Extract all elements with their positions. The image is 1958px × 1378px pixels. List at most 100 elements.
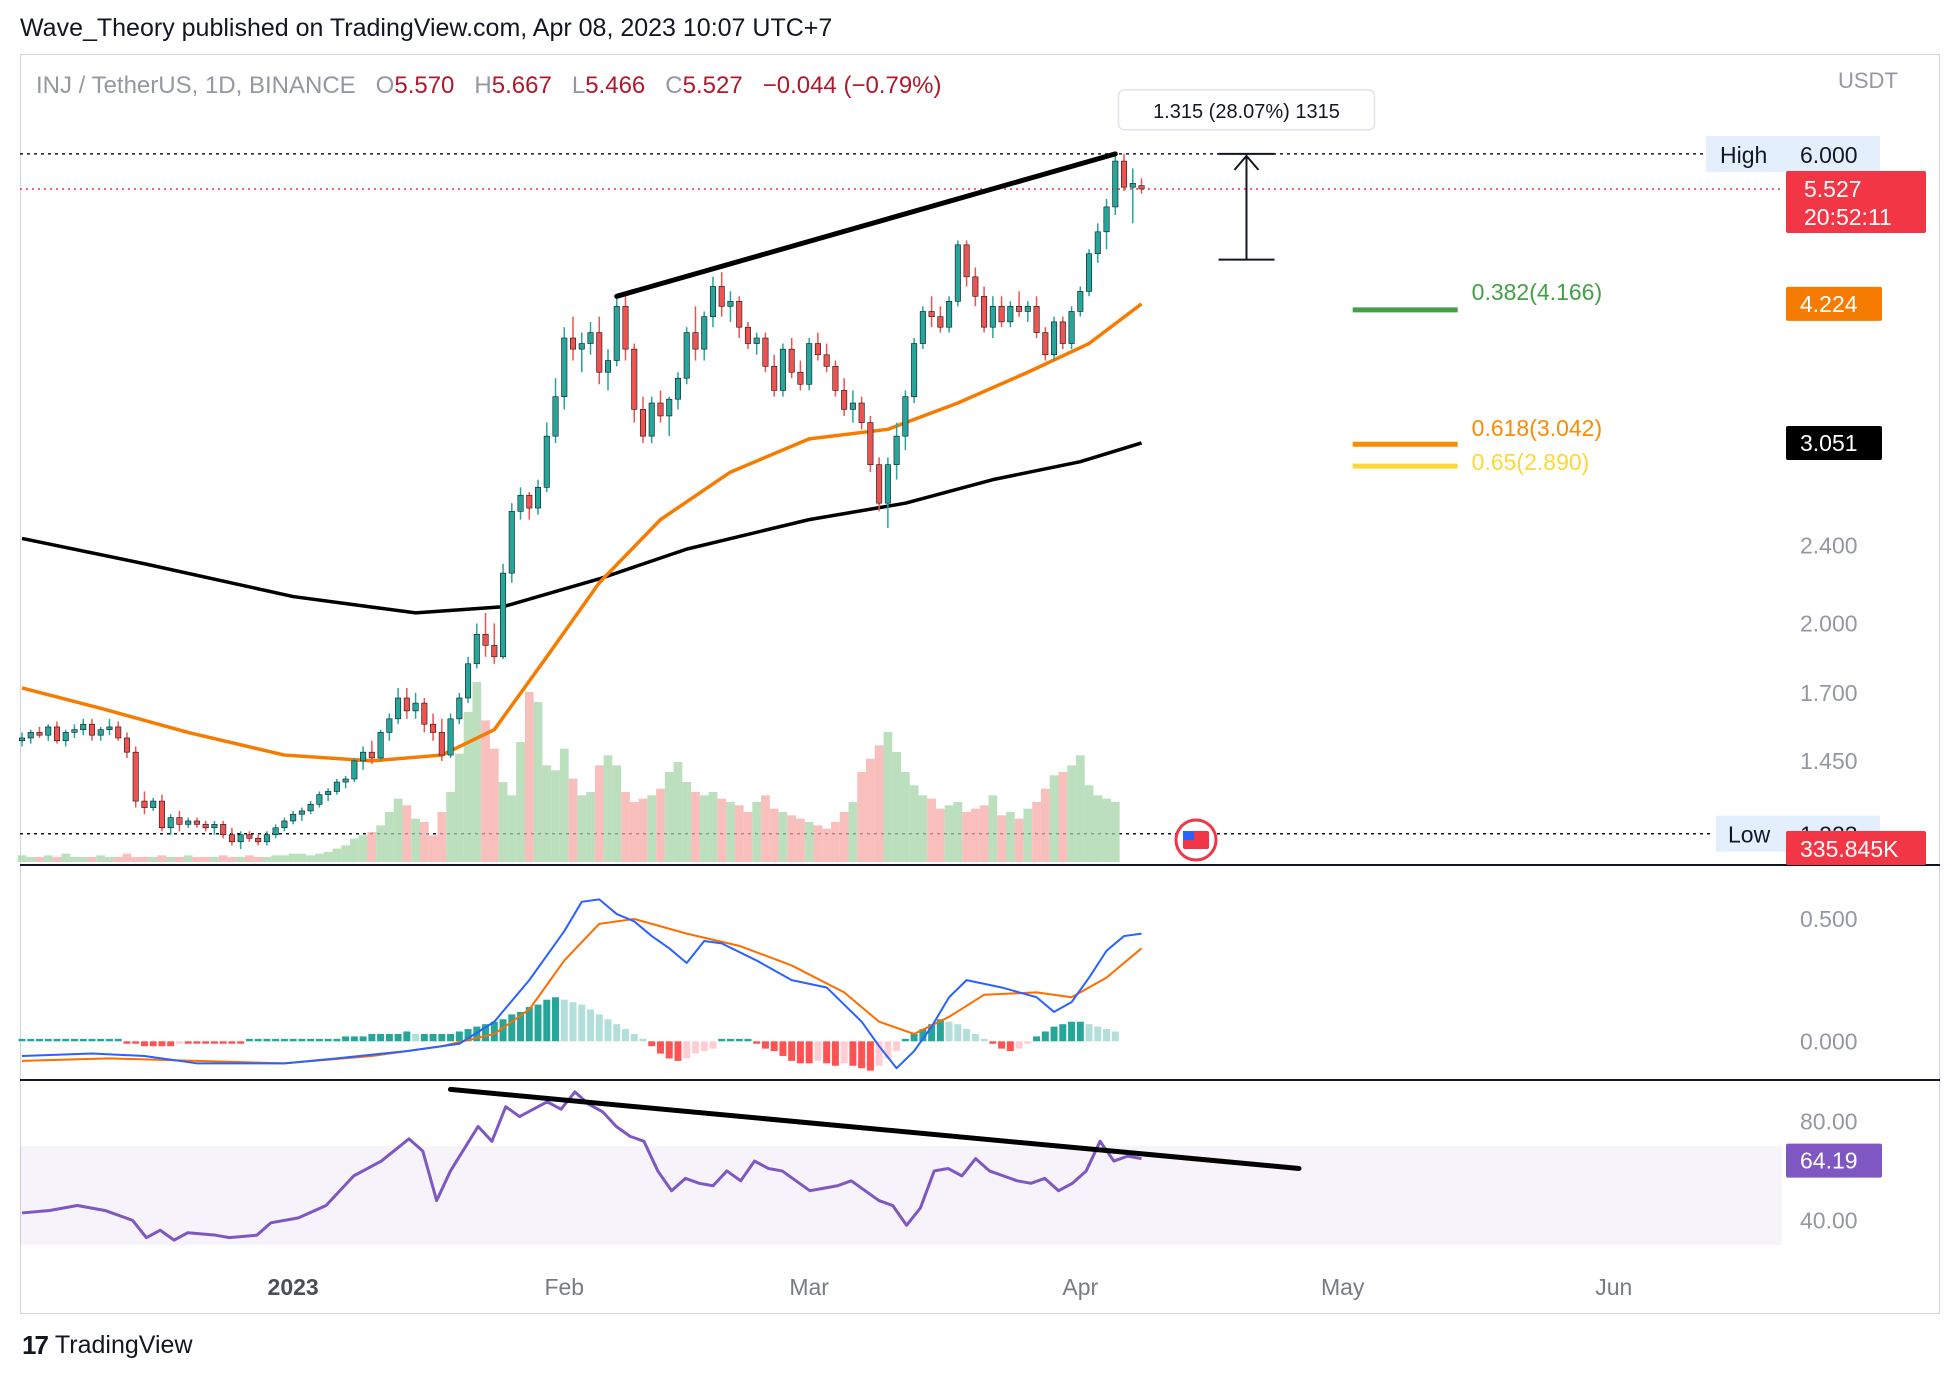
candle-body bbox=[797, 371, 804, 385]
macd-histogram-bar bbox=[954, 1024, 962, 1042]
macd-histogram-bar bbox=[193, 1041, 201, 1044]
macd-histogram-bar bbox=[831, 1041, 839, 1066]
candle-body bbox=[561, 337, 568, 397]
volume-bar bbox=[516, 742, 525, 862]
candle-body bbox=[639, 409, 646, 437]
candle-body bbox=[290, 813, 297, 822]
candle-body bbox=[141, 800, 148, 808]
macd-histogram-bar bbox=[621, 1029, 629, 1042]
volume-bar bbox=[26, 857, 36, 862]
candle-body bbox=[753, 337, 760, 344]
volume-bar bbox=[1058, 772, 1068, 862]
candle-body bbox=[1024, 306, 1031, 312]
candle-body bbox=[298, 810, 305, 815]
volume-bar bbox=[1032, 802, 1041, 862]
price-tick-label: 1.450 bbox=[1800, 748, 1858, 774]
volume-bar bbox=[918, 795, 928, 862]
candle-body bbox=[1077, 291, 1084, 312]
candle-body bbox=[53, 726, 60, 742]
volume-bar bbox=[1014, 818, 1024, 862]
volume-bar bbox=[1049, 775, 1059, 862]
candle-body bbox=[473, 633, 480, 665]
macd-histogram-bar bbox=[788, 1041, 796, 1061]
candle-body bbox=[237, 834, 244, 843]
tradingview-logo[interactable]: 17 TradingView bbox=[22, 1330, 193, 1361]
volume-bar bbox=[428, 835, 438, 862]
candle-body bbox=[500, 572, 507, 658]
candle-body bbox=[211, 824, 218, 829]
candle-body bbox=[867, 422, 874, 465]
volume-bar bbox=[787, 815, 797, 862]
candle-body bbox=[176, 817, 183, 825]
candle-body bbox=[150, 800, 157, 808]
candle-body bbox=[884, 464, 891, 504]
volume-bar bbox=[778, 812, 788, 862]
fib-level-label: 0.65(2.890) bbox=[1472, 449, 1590, 475]
candle-body bbox=[1129, 183, 1136, 188]
macd-histogram-bar bbox=[779, 1041, 787, 1056]
ema50-badge: 4.224 bbox=[1800, 291, 1858, 317]
candle-body bbox=[946, 300, 953, 328]
macd-histogram-bar bbox=[228, 1041, 236, 1044]
macd-histogram-bar bbox=[1050, 1026, 1058, 1042]
volume-bar bbox=[944, 805, 954, 862]
candle-body bbox=[727, 300, 734, 307]
macd-histogram-bar bbox=[595, 1014, 603, 1042]
volume-bar bbox=[43, 855, 53, 862]
macd-histogram-bar bbox=[858, 1041, 866, 1069]
candle-body bbox=[858, 402, 865, 423]
macd-histogram-bar bbox=[403, 1031, 411, 1042]
macd-histogram-bar bbox=[630, 1033, 638, 1042]
candle-body bbox=[692, 332, 699, 350]
candle-body bbox=[281, 820, 288, 829]
macd-pane bbox=[18, 898, 1940, 1081]
macd-histogram-bar bbox=[482, 1024, 490, 1042]
volume-bar bbox=[157, 855, 167, 862]
volume-bar bbox=[769, 808, 779, 862]
rsi-tick-label: 80.00 bbox=[1800, 1109, 1858, 1135]
volume-bar bbox=[332, 848, 342, 862]
macd-histogram-bar bbox=[1103, 1029, 1111, 1042]
volume-bar bbox=[183, 855, 193, 862]
macd-histogram-bar bbox=[569, 1002, 577, 1042]
volume-bar bbox=[647, 795, 657, 862]
volume-bar bbox=[866, 758, 875, 862]
volume-bar bbox=[218, 855, 228, 862]
rsi-divergence-trendline bbox=[447, 1086, 1302, 1171]
volume-bar bbox=[175, 857, 184, 862]
candle-body bbox=[27, 732, 34, 739]
candle-body bbox=[246, 834, 253, 839]
macd-histogram-bar bbox=[53, 1038, 61, 1042]
volume-bar bbox=[682, 782, 692, 862]
candle-body bbox=[779, 348, 786, 391]
volume-bar bbox=[192, 857, 202, 862]
candle-body bbox=[849, 402, 856, 410]
high-label-bg bbox=[1706, 135, 1786, 172]
macd-histogram-bar bbox=[298, 1038, 306, 1042]
volume-bar bbox=[997, 815, 1006, 862]
rsi-badge-bg bbox=[1786, 1143, 1882, 1178]
last-price-badge: 5.527 bbox=[1804, 176, 1862, 202]
macd-histogram-bar bbox=[280, 1038, 288, 1042]
candle-body bbox=[1016, 306, 1023, 312]
candle-body bbox=[587, 332, 594, 344]
candle-body bbox=[97, 729, 104, 736]
tradingview-wordmark: TradingView bbox=[54, 1331, 193, 1359]
macd-histogram-bar bbox=[210, 1041, 218, 1044]
candle-body bbox=[570, 337, 577, 350]
candle-body bbox=[954, 244, 961, 302]
candle-body bbox=[919, 311, 926, 344]
macd-histogram-bar bbox=[709, 1041, 717, 1049]
candle-body bbox=[1112, 160, 1119, 208]
volume-badge-bg bbox=[1786, 831, 1926, 865]
volume-bar bbox=[96, 855, 106, 862]
volume-bar bbox=[857, 772, 867, 862]
macd-histogram-bar bbox=[823, 1041, 831, 1064]
candle-body bbox=[718, 286, 725, 307]
candle-body bbox=[1094, 231, 1101, 255]
candle-body bbox=[709, 286, 716, 317]
macd-histogram-bar bbox=[202, 1041, 210, 1044]
macd-tick-label: 0.000 bbox=[1800, 1028, 1858, 1054]
volume-bar bbox=[1005, 812, 1015, 862]
